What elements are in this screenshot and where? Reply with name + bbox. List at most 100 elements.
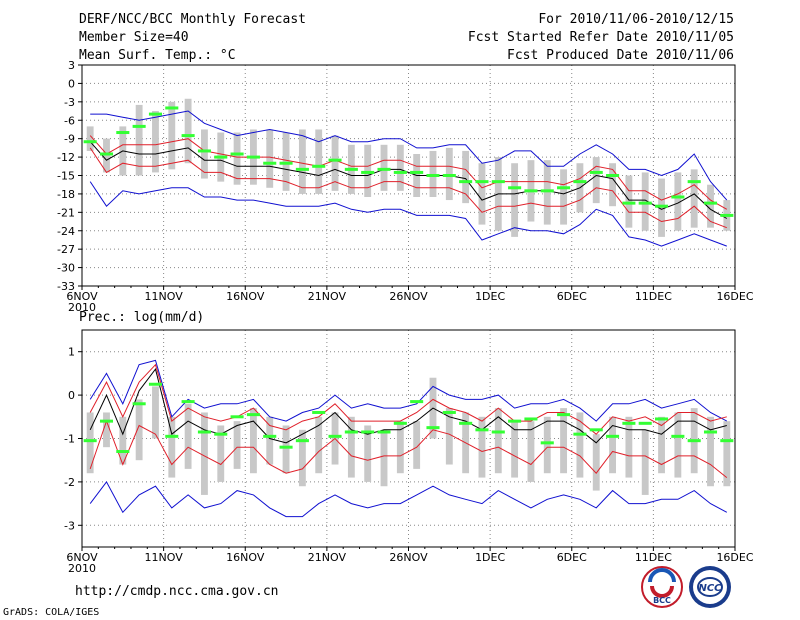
temp-ytick-label: -27 bbox=[57, 243, 75, 256]
prec-range-bar bbox=[396, 421, 404, 474]
prec-range-bar bbox=[560, 408, 568, 474]
temp-line-median bbox=[89, 141, 728, 219]
prec-marker bbox=[442, 410, 456, 414]
prec-range-bar bbox=[576, 412, 584, 478]
temp-marker bbox=[671, 195, 685, 199]
prec-xtick-label: 6NOV bbox=[66, 551, 98, 564]
temp-ytick-label: -15 bbox=[57, 170, 75, 183]
prec-xtick-label: 21NOV bbox=[308, 551, 347, 564]
temp-range-bar bbox=[674, 172, 682, 231]
temp-xtick-label: 26NOV bbox=[389, 290, 428, 303]
temp-marker bbox=[214, 155, 228, 159]
temp-xtick-label: 6NOV bbox=[66, 290, 98, 303]
prec-marker bbox=[720, 439, 734, 443]
prec-marker bbox=[491, 430, 505, 434]
prec-range-bar bbox=[494, 408, 502, 474]
temp-ytick-label: -21 bbox=[57, 206, 75, 219]
prec-range-bar bbox=[135, 399, 143, 461]
precip-panel-label: Prec.: log(mm/d) bbox=[79, 310, 205, 325]
temp-range-bar bbox=[609, 163, 616, 207]
temp-range-bar bbox=[331, 135, 339, 191]
prec-marker bbox=[393, 421, 407, 425]
prec-marker bbox=[230, 415, 244, 419]
prec-marker bbox=[671, 434, 685, 438]
temp-marker bbox=[426, 174, 440, 177]
temp-marker bbox=[181, 134, 195, 138]
temp-range-bar bbox=[135, 104, 143, 176]
temp-range-bar bbox=[315, 129, 323, 194]
temp-range-bar bbox=[396, 144, 404, 191]
temp-range-bar bbox=[86, 126, 94, 151]
source-url: http://cmdp.ncc.cma.gov.cn bbox=[75, 584, 279, 599]
temp-range-bar bbox=[511, 163, 519, 237]
temp-marker bbox=[377, 167, 391, 171]
temp-xtick-label: 21NOV bbox=[308, 290, 347, 303]
temp-plot-frame bbox=[81, 64, 736, 287]
temp-xtick-label: 16DEC bbox=[716, 290, 753, 303]
prec-range-bar bbox=[249, 408, 257, 474]
temp-ytick-label: -30 bbox=[57, 262, 75, 275]
temp-range-bar bbox=[690, 169, 698, 228]
prec-marker bbox=[426, 426, 440, 430]
prec-marker bbox=[99, 419, 114, 423]
prec-xtick-label: 11DEC bbox=[635, 551, 672, 564]
temp-range-bar bbox=[592, 157, 600, 204]
temp-range-bar bbox=[103, 138, 110, 173]
temp-range-bar bbox=[266, 129, 274, 188]
temp-marker bbox=[361, 170, 375, 174]
bcc-logo-text: BCC bbox=[653, 596, 671, 605]
temp-ytick-label: -6 bbox=[64, 114, 75, 127]
temp-range-bar bbox=[184, 98, 192, 164]
prec-marker bbox=[524, 417, 538, 421]
temp-range-bar bbox=[543, 160, 551, 225]
temp-range-bar bbox=[201, 129, 208, 179]
prec-range-bar bbox=[266, 416, 274, 465]
temp-range-bar bbox=[707, 184, 714, 228]
temp-marker bbox=[459, 180, 473, 184]
prec-range-bar bbox=[592, 434, 600, 491]
prec-range-bar bbox=[658, 416, 665, 474]
ncc-logo-text: NCC bbox=[698, 583, 722, 594]
forecast-period-label: For 2010/11/06-2010/12/15 bbox=[538, 12, 734, 27]
prec-ytick-label: -1 bbox=[64, 433, 75, 446]
prec-marker bbox=[606, 434, 620, 438]
prec-line-upper-outer bbox=[89, 359, 728, 422]
temp-marker bbox=[720, 213, 734, 217]
temp-range-bar bbox=[478, 163, 486, 225]
temp-marker bbox=[442, 174, 456, 177]
fcst-produced-label: Fcst Produced Date 2010/11/06 bbox=[507, 48, 734, 63]
temp-range-bar bbox=[380, 144, 388, 191]
prec-marker bbox=[638, 421, 652, 425]
prec-range-bar bbox=[543, 416, 551, 474]
temp-ytick-label: -9 bbox=[64, 133, 75, 146]
temp-range-bar bbox=[233, 132, 241, 185]
temp-marker bbox=[606, 174, 620, 177]
prec-range-bar bbox=[315, 416, 323, 474]
prec-marker bbox=[328, 434, 342, 438]
temp-range-bar bbox=[658, 178, 665, 237]
prec-range-bar bbox=[184, 403, 192, 469]
temp-range-bar bbox=[298, 129, 306, 194]
prec-range-bar bbox=[364, 425, 372, 482]
prec-range-bar bbox=[282, 425, 290, 474]
temp-ytick-label: -18 bbox=[57, 188, 75, 201]
temp-line-lower-inner bbox=[89, 147, 727, 229]
temp-ytick-label: -3 bbox=[64, 96, 75, 109]
prec-marker bbox=[165, 434, 179, 438]
prec-marker bbox=[197, 430, 211, 434]
temp-range-bar bbox=[462, 150, 470, 204]
prec-range-bar bbox=[119, 416, 127, 465]
temp-xtick-label: 11NOV bbox=[145, 290, 184, 303]
prec-marker bbox=[622, 421, 636, 425]
temp-marker bbox=[295, 167, 309, 171]
temp-marker bbox=[557, 186, 571, 190]
prec-range-bar bbox=[707, 416, 714, 487]
prec-xtick-label: 16DEC bbox=[716, 551, 753, 564]
prec-xtick-label: 16NOV bbox=[226, 551, 265, 564]
temp-xtick-label: 16NOV bbox=[226, 290, 265, 303]
prec-range-bar bbox=[445, 408, 453, 465]
temp-marker bbox=[328, 158, 342, 162]
member-size-label: Member Size=40 bbox=[79, 30, 189, 45]
prec-marker bbox=[655, 417, 669, 421]
